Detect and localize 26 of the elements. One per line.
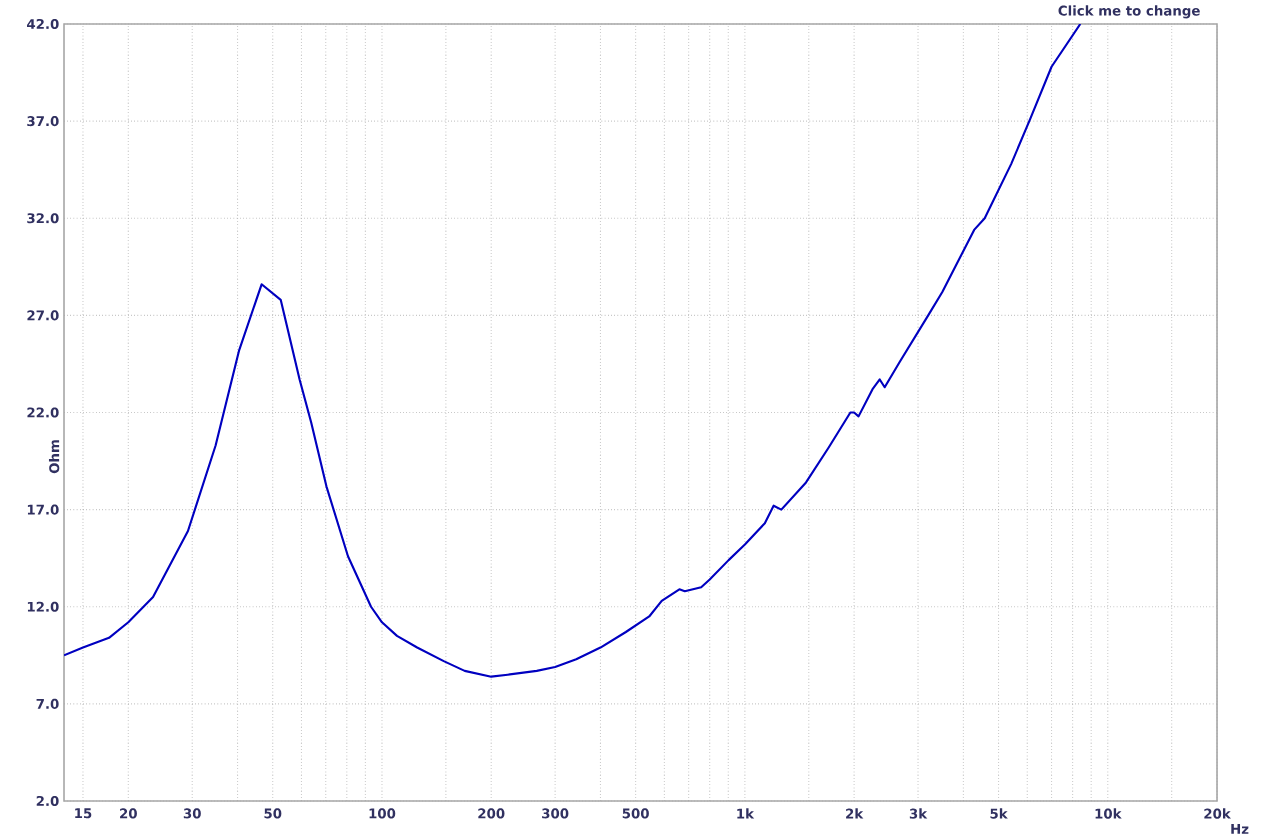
x-tick-label: 1k bbox=[737, 808, 755, 819]
x-tick-label: 15 bbox=[75, 808, 92, 819]
y-tick-label: 37.0 bbox=[27, 115, 59, 127]
x-tick-label: 10k bbox=[1095, 808, 1122, 819]
x-tick-label: 2k bbox=[846, 808, 864, 819]
y-tick-label: 12.0 bbox=[27, 601, 59, 612]
text: Click me to change bbox=[1058, 5, 1200, 19]
y-tick-label: 32.0 bbox=[27, 213, 59, 224]
x-tick-label: 300 bbox=[542, 808, 569, 819]
x-axis-title: Hz bbox=[1231, 823, 1249, 834]
y-tick-label: 17.0 bbox=[27, 504, 59, 515]
x-tick-label: 200 bbox=[478, 808, 505, 819]
x-tick-label: 100 bbox=[369, 808, 396, 819]
x-tick-label: 50 bbox=[264, 808, 282, 819]
x-tick-label: 30 bbox=[183, 808, 201, 819]
y-tick-label: 2.0 bbox=[36, 795, 59, 806]
y-tick-label: 42.0 bbox=[27, 18, 59, 29]
x-tick-label: 20 bbox=[120, 808, 137, 819]
x-tick-label: 5k bbox=[990, 808, 1008, 819]
y-tick-label: 27.0 bbox=[27, 310, 59, 321]
x-tick-label: 500 bbox=[622, 808, 649, 819]
x-tick-label: 20k bbox=[1204, 808, 1231, 819]
y-axis-title: Ohm bbox=[48, 440, 60, 474]
y-tick-label: 7.0 bbox=[36, 698, 59, 709]
y-tick-label: 22.0 bbox=[27, 407, 59, 418]
x-tick-label: 3k bbox=[909, 808, 928, 819]
